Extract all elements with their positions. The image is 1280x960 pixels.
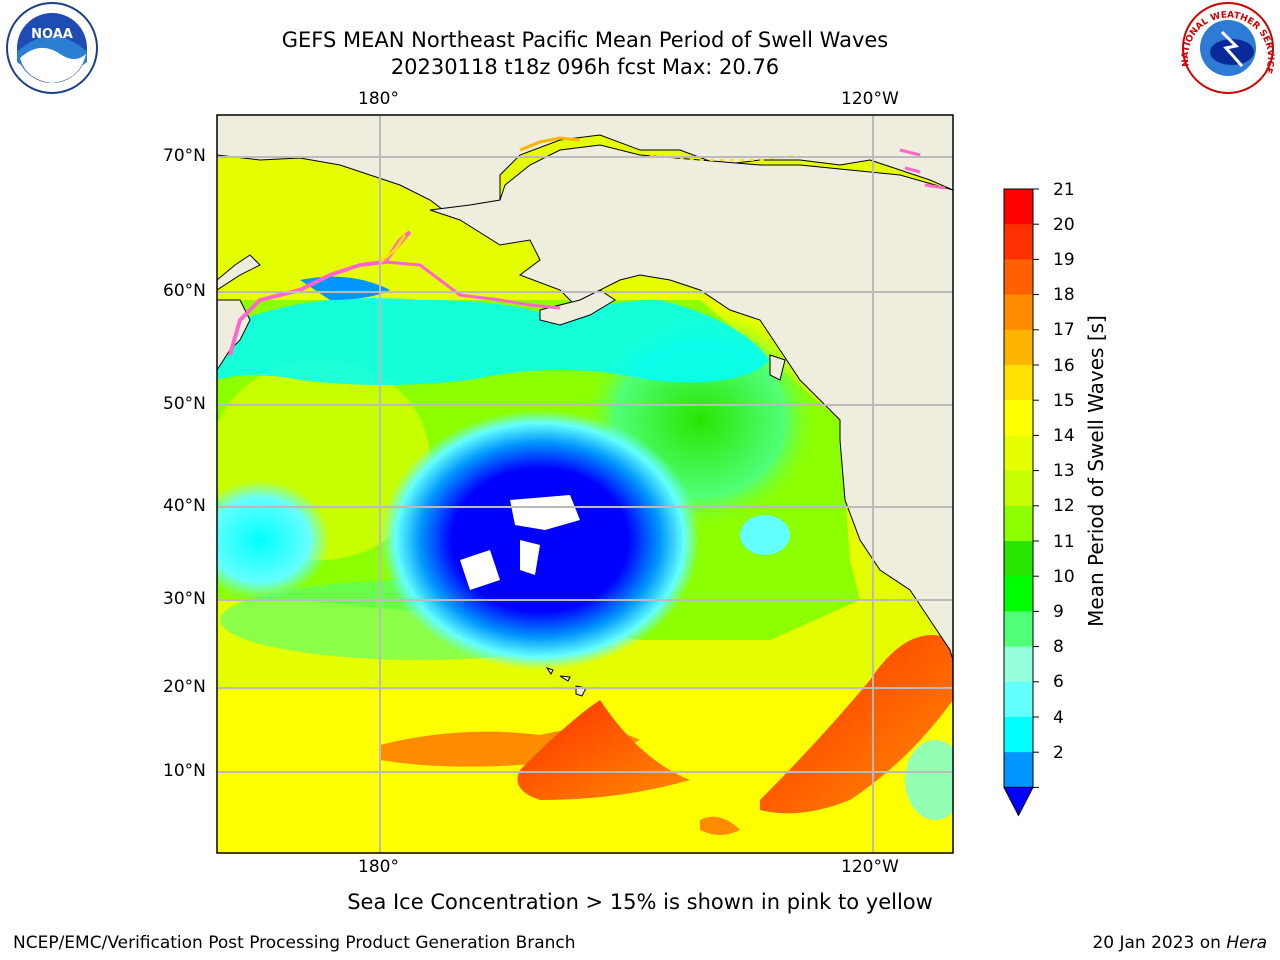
cbar-tick-2: 2 (1053, 743, 1064, 763)
map-title: GEFS MEAN Northeast Pacific Mean Period … (281, 28, 889, 52)
cbar-tick-9: 9 (1053, 602, 1064, 622)
cbar-tick-14: 14 (1053, 426, 1075, 446)
date-text: 20 Jan 2023 on (1092, 933, 1227, 953)
lat-tick-10n: 10°N (163, 761, 206, 781)
map-subtitle: 20230118 t18z 096h fcst Max: 20.76 (390, 55, 780, 79)
top-tick-180: 180° (358, 89, 399, 109)
bottom-tick-120w: 120°W (841, 857, 899, 877)
lat-tick-70n: 70°N (163, 146, 206, 166)
colorbar-frame (1003, 188, 1034, 788)
lat-tick-40n: 40°N (163, 496, 206, 516)
cbar-tick-16: 16 (1053, 356, 1075, 376)
colorbar-segment (1004, 752, 1033, 788)
credit-line: NCEP/EMC/Verification Post Processing Pr… (13, 933, 576, 953)
colorbar (1003, 188, 1039, 817)
colorbar-segment (1004, 541, 1033, 577)
colorbar-segment (1004, 189, 1033, 225)
colorbar-segment (1004, 294, 1033, 331)
cbar-tick-18: 18 (1053, 285, 1075, 305)
colorbar-segment (1004, 717, 1033, 753)
colorbar-segment (1004, 365, 1033, 401)
colorbar-segment (1004, 435, 1033, 472)
cbar-tick-12: 12 (1053, 496, 1075, 516)
colorbar-label: Mean Period of Swell Waves [s] (1084, 315, 1108, 627)
svg-text:NOAA: NOAA (31, 27, 73, 42)
cbar-tick-11: 11 (1053, 532, 1075, 552)
colorbar-segment (1004, 329, 1033, 366)
cbar-tick-6: 6 (1053, 672, 1064, 692)
date-line: 20 Jan 2023 on Hera (1092, 933, 1267, 953)
lat-tick-50n: 50°N (163, 394, 206, 414)
cbar-tick-4: 4 (1053, 708, 1064, 728)
lat-tick-30n: 30°N (163, 589, 206, 609)
bottom-tick-180: 180° (358, 857, 399, 877)
nws-logo: NATIONAL WEATHER SERVICE (1181, 2, 1275, 94)
noaa-logo: NOAA (6, 2, 98, 94)
cbar-tick-21: 21 (1053, 180, 1075, 200)
host-name: Hera (1226, 933, 1267, 953)
lat-tick-20n: 20°N (163, 677, 206, 697)
colorbar-segment (1004, 646, 1033, 683)
sea-ice-note: Sea Ice Concentration > 15% is shown in … (347, 890, 933, 914)
colorbar-segment (1004, 681, 1033, 718)
map-frame (216, 114, 954, 854)
cbar-tick-15: 15 (1053, 391, 1075, 411)
cbar-tick-10: 10 (1053, 567, 1075, 587)
colorbar-extend-arrow (1003, 786, 1034, 817)
colorbar-segment (1004, 224, 1033, 260)
cbar-tick-13: 13 (1053, 461, 1075, 481)
gridlines (217, 115, 953, 853)
lat-tick-60n: 60°N (163, 281, 206, 301)
cbar-tick-20: 20 (1053, 215, 1075, 235)
cbar-tick-8: 8 (1053, 637, 1064, 657)
top-tick-120w: 120°W (841, 89, 899, 109)
cbar-tick-19: 19 (1053, 250, 1075, 270)
colorbar-segment (1004, 470, 1033, 507)
cbar-tick-17: 17 (1053, 320, 1075, 340)
colorbar-segment (1004, 259, 1033, 296)
colorbar-segment (1004, 505, 1033, 542)
colorbar-segment (1004, 576, 1033, 612)
colorbar-segment (1004, 611, 1033, 648)
map-area (217, 115, 953, 853)
colorbar-segment (1004, 400, 1033, 436)
